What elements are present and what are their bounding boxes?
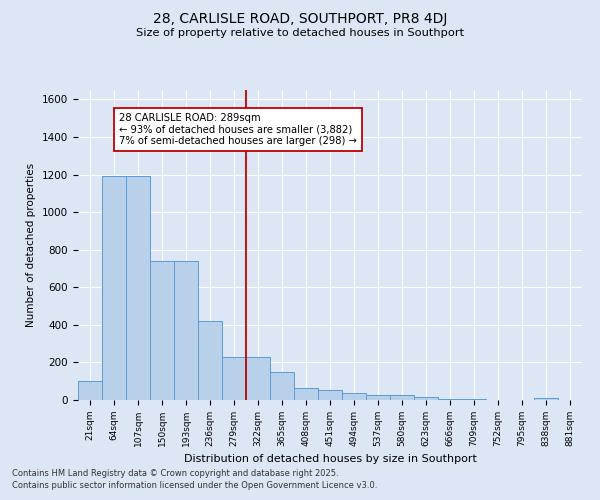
- Bar: [294, 388, 318, 400]
- Text: Contains public sector information licensed under the Open Government Licence v3: Contains public sector information licen…: [12, 481, 377, 490]
- Bar: [534, 398, 558, 400]
- Bar: [414, 397, 438, 400]
- Bar: [78, 381, 102, 400]
- Bar: [318, 390, 342, 400]
- Bar: [126, 176, 150, 400]
- Bar: [342, 394, 366, 400]
- Bar: [198, 321, 222, 400]
- Bar: [222, 357, 246, 400]
- Bar: [366, 396, 390, 400]
- Bar: [246, 357, 270, 400]
- Bar: [102, 176, 126, 400]
- Bar: [270, 372, 294, 400]
- Bar: [390, 396, 414, 400]
- Bar: [174, 261, 198, 400]
- X-axis label: Distribution of detached houses by size in Southport: Distribution of detached houses by size …: [184, 454, 476, 464]
- Text: 28 CARLISLE ROAD: 289sqm
← 93% of detached houses are smaller (3,882)
7% of semi: 28 CARLISLE ROAD: 289sqm ← 93% of detach…: [119, 112, 356, 146]
- Text: Size of property relative to detached houses in Southport: Size of property relative to detached ho…: [136, 28, 464, 38]
- Bar: [438, 399, 462, 400]
- Text: 28, CARLISLE ROAD, SOUTHPORT, PR8 4DJ: 28, CARLISLE ROAD, SOUTHPORT, PR8 4DJ: [153, 12, 447, 26]
- Bar: [462, 399, 486, 400]
- Bar: [150, 261, 174, 400]
- Text: Contains HM Land Registry data © Crown copyright and database right 2025.: Contains HM Land Registry data © Crown c…: [12, 468, 338, 477]
- Y-axis label: Number of detached properties: Number of detached properties: [26, 163, 37, 327]
